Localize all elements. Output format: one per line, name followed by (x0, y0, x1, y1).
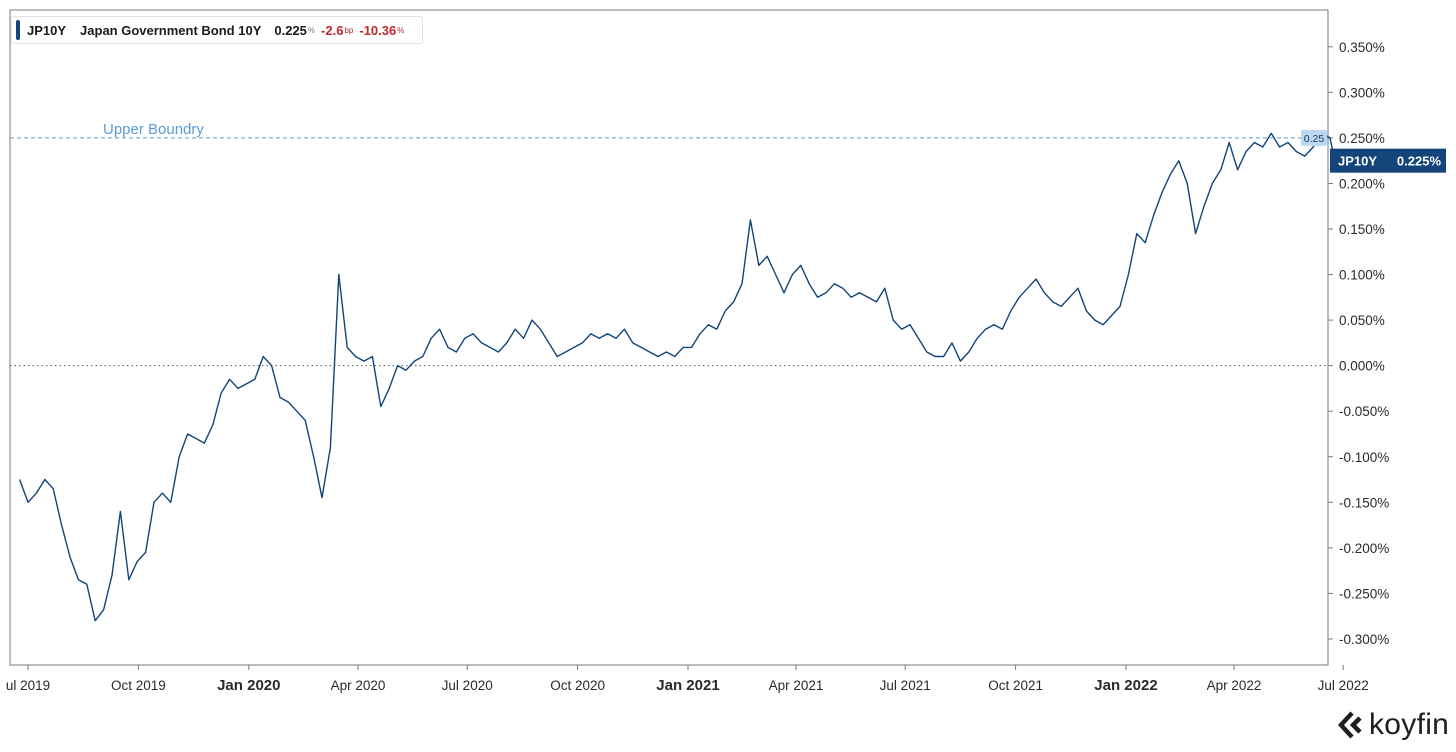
legend-value-unit: % (307, 25, 316, 35)
y-tick-label: 0.050% (1339, 313, 1385, 328)
legend-change-pct-unit: % (397, 25, 405, 35)
last-value-tag-bg (1330, 148, 1446, 173)
y-tick-label: 0.350% (1339, 40, 1385, 55)
x-tick-label: Jan 2022 (1094, 677, 1157, 694)
upper-boundary-label: Upper Boundry (103, 121, 204, 138)
x-tick-label: Jul 2021 (880, 678, 931, 693)
legend-change-bp-unit: bp (344, 25, 354, 35)
legend-last-value: 0.225 (274, 22, 307, 38)
y-tick-label: 0.000% (1339, 359, 1385, 374)
series-line-jp10y (18, 132, 1336, 622)
y-tick-label: -0.150% (1339, 495, 1389, 510)
y-tick-label: -0.300% (1339, 632, 1389, 647)
koyfin-chevron-icon (1338, 711, 1362, 739)
x-tick-label: Oct 2019 (111, 678, 166, 693)
legend-change-bp: -2.6 (321, 22, 344, 38)
legend-series-name: Japan Government Bond 10Y (80, 22, 262, 38)
x-tick-label: Oct 2020 (550, 678, 605, 693)
x-tick-label: ul 2019 (6, 678, 50, 693)
upper-boundary-tag-text: 0.25 (1304, 133, 1325, 145)
x-tick-label: Jan 2021 (656, 677, 719, 694)
logo-wordmark: koyfin (1369, 708, 1450, 741)
legend-change-pct: -10.36 (359, 22, 397, 38)
y-tick-label: 0.150% (1339, 222, 1385, 237)
x-tick-label: Apr 2020 (331, 678, 386, 693)
y-tick-label: -0.250% (1339, 586, 1389, 601)
last-value-tag-value: 0.225% (1397, 154, 1442, 169)
upper-boundary-tag-bg (1301, 129, 1327, 146)
upper-boundary-tag: 0.25 (1301, 129, 1327, 146)
x-tick-label: Jul 2020 (442, 678, 493, 693)
series-color-swatch (16, 20, 20, 40)
y-tick-label: 0.300% (1339, 85, 1385, 100)
y-tick-label: -0.100% (1339, 450, 1389, 465)
x-tick-label: Apr 2022 (1207, 678, 1262, 693)
x-tick-label: Jul 2022 (1318, 678, 1369, 693)
x-tick-label: Oct 2021 (988, 678, 1043, 693)
y-tick-label: -0.050% (1339, 404, 1389, 419)
y-tick-label: 0.200% (1339, 176, 1385, 191)
y-tick-label: 0.250% (1339, 131, 1385, 146)
last-value-tag-ticker: JP10Y (1338, 154, 1377, 169)
plot-frame (9, 9, 1329, 666)
y-tick-label: -0.200% (1339, 541, 1389, 556)
last-value-tag: JP10Y 0.225% (1330, 148, 1446, 173)
legend-ticker: JP10Y (27, 22, 67, 38)
x-tick-label: Apr 2021 (769, 678, 824, 693)
y-tick-label: 0.100% (1339, 268, 1385, 283)
koyfin-logo: koyfin (1338, 708, 1449, 742)
x-tick-label: Jan 2020 (217, 677, 280, 694)
legend: JP10Y Japan Government Bond 10Y 0.225% -… (11, 16, 424, 44)
